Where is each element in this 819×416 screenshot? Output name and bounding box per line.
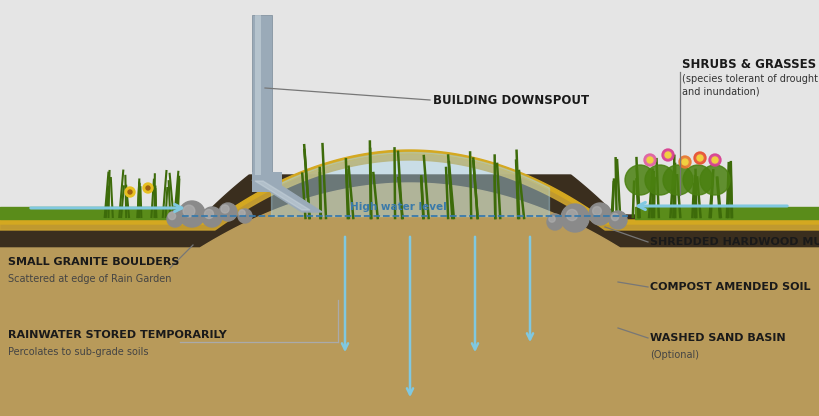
Text: RAINWATER STORED TEMPORARILY: RAINWATER STORED TEMPORARILY [8,330,227,340]
Text: Scattered at edge of Rain Garden: Scattered at edge of Rain Garden [8,274,171,284]
Circle shape [588,203,610,225]
Circle shape [238,209,251,223]
Circle shape [167,211,183,227]
Circle shape [560,204,588,232]
Bar [255,15,260,175]
Circle shape [146,186,150,190]
Circle shape [548,216,554,222]
Text: (species tolerant of drought: (species tolerant of drought [681,74,817,84]
Text: SHRUBS & GRASSES: SHRUBS & GRASSES [681,58,815,71]
Circle shape [661,149,673,161]
Text: BUILDING DOWNSPOUT: BUILDING DOWNSPOUT [432,94,588,106]
Text: and inundation): and inundation) [681,86,758,96]
Circle shape [678,156,690,168]
Circle shape [609,211,627,229]
Bar [251,15,272,175]
Circle shape [546,214,563,230]
Text: Percolates to sub-grade soils: Percolates to sub-grade soils [8,347,148,357]
Circle shape [611,213,618,220]
Circle shape [219,203,237,221]
Circle shape [124,187,135,197]
Circle shape [645,165,674,195]
Circle shape [624,165,654,195]
Circle shape [168,213,175,220]
Circle shape [681,159,687,165]
Circle shape [699,165,729,195]
Circle shape [179,201,205,227]
Text: COMPOST AMENDED SOIL: COMPOST AMENDED SOIL [649,282,809,292]
Bar [251,172,282,192]
Text: WASHED SAND BASIN: WASHED SAND BASIN [649,333,785,343]
Circle shape [664,152,670,158]
Circle shape [201,207,222,227]
Circle shape [143,183,153,193]
Polygon shape [251,180,322,212]
Text: SHREDDED HARDWOOD MULCH: SHREDDED HARDWOOD MULCH [649,237,819,247]
Circle shape [643,154,655,166]
Text: (Optional): (Optional) [649,350,698,360]
Text: SMALL GRANITE BOULDERS: SMALL GRANITE BOULDERS [8,257,179,267]
Circle shape [693,152,705,164]
Circle shape [682,165,713,195]
Circle shape [204,210,213,218]
Circle shape [220,205,229,213]
Circle shape [128,190,132,194]
Text: High water level: High water level [349,202,446,212]
Circle shape [696,155,702,161]
Circle shape [238,210,245,216]
Circle shape [646,157,652,163]
Circle shape [708,154,720,166]
Circle shape [566,209,577,220]
Circle shape [711,157,717,163]
Circle shape [592,207,600,215]
Circle shape [183,205,195,217]
Circle shape [663,165,692,195]
Polygon shape [255,181,310,210]
